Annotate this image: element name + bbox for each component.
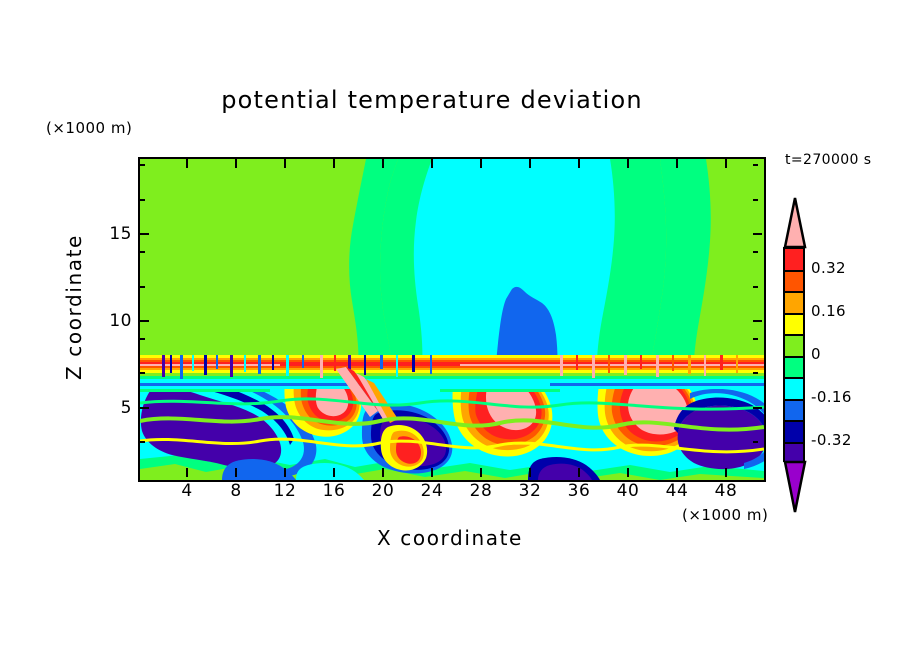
y-tick-label: 5 bbox=[120, 398, 132, 418]
x-tick-label: 20 bbox=[371, 481, 395, 501]
contour-svg bbox=[140, 159, 764, 480]
colorbar-segment bbox=[785, 270, 803, 292]
colorbar-separator bbox=[785, 441, 803, 444]
colorbar-extend-bottom bbox=[783, 460, 807, 513]
y-axis-title: Z coordinate bbox=[62, 234, 86, 380]
x-tick-label: 28 bbox=[469, 481, 493, 501]
colorbar-segment bbox=[785, 421, 803, 443]
colorbar-tick-label: 0.32 bbox=[811, 259, 846, 277]
colorbar-segment bbox=[785, 335, 803, 357]
x-tick-label: 36 bbox=[567, 481, 591, 501]
colorbar-separator bbox=[785, 355, 803, 358]
colorbar: 0.32 0.16 0 -0.16 -0.32 bbox=[783, 196, 851, 513]
colorbar-tick-label: -0.32 bbox=[811, 431, 852, 449]
colorbar-tick-label: -0.16 bbox=[811, 388, 852, 406]
colorbar-segment bbox=[785, 442, 803, 464]
colorbar-separator bbox=[785, 398, 803, 401]
colorbar-segment bbox=[785, 249, 803, 271]
colorbar-segment bbox=[785, 378, 803, 400]
chart-title-text: potential temperature deviation bbox=[221, 86, 643, 114]
colorbar-separator bbox=[785, 269, 803, 272]
colorbar-extend-top-shape bbox=[783, 197, 807, 249]
chart-title: potential temperature deviation bbox=[0, 86, 904, 114]
contour-field bbox=[140, 159, 764, 480]
x-tick-label: 4 bbox=[181, 481, 193, 501]
colorbar-extend-bottom-shape bbox=[783, 460, 807, 513]
colorbar-body bbox=[783, 247, 805, 464]
colorbar-segment bbox=[785, 356, 803, 378]
x-axis-title: X coordinate bbox=[377, 526, 523, 550]
x-tick-label: 40 bbox=[616, 481, 640, 501]
colorbar-separator bbox=[785, 420, 803, 422]
x-tick-label: 32 bbox=[518, 481, 542, 501]
x-axis-unit-label: (×1000 m) bbox=[682, 506, 769, 524]
x-tick-label: 12 bbox=[273, 481, 297, 501]
colorbar-tick-label: 0 bbox=[811, 345, 821, 363]
x-tick-label: 44 bbox=[665, 481, 689, 501]
x-tick-label: 48 bbox=[714, 481, 738, 501]
colorbar-separator bbox=[785, 334, 803, 336]
colorbar-segment bbox=[785, 292, 803, 314]
colorbar-segment bbox=[785, 313, 803, 335]
x-tick-label: 24 bbox=[420, 481, 444, 501]
colorbar-tick-label: 0.16 bbox=[811, 302, 846, 320]
colorbar-separator bbox=[785, 377, 803, 379]
colorbar-separator bbox=[785, 291, 803, 293]
x-tick-label: 16 bbox=[322, 481, 346, 501]
y-tick-label: 15 bbox=[109, 224, 132, 244]
x-tick-label: 8 bbox=[230, 481, 242, 501]
contour-plot-area bbox=[138, 157, 766, 482]
colorbar-separator bbox=[785, 312, 803, 315]
y-tick-label: 10 bbox=[109, 311, 132, 331]
y-axis-unit-label: (×1000 m) bbox=[46, 119, 133, 137]
colorbar-extend-top bbox=[783, 197, 807, 249]
timestamp-annotation: t=270000 s bbox=[785, 152, 872, 168]
colorbar-segment bbox=[785, 399, 803, 421]
